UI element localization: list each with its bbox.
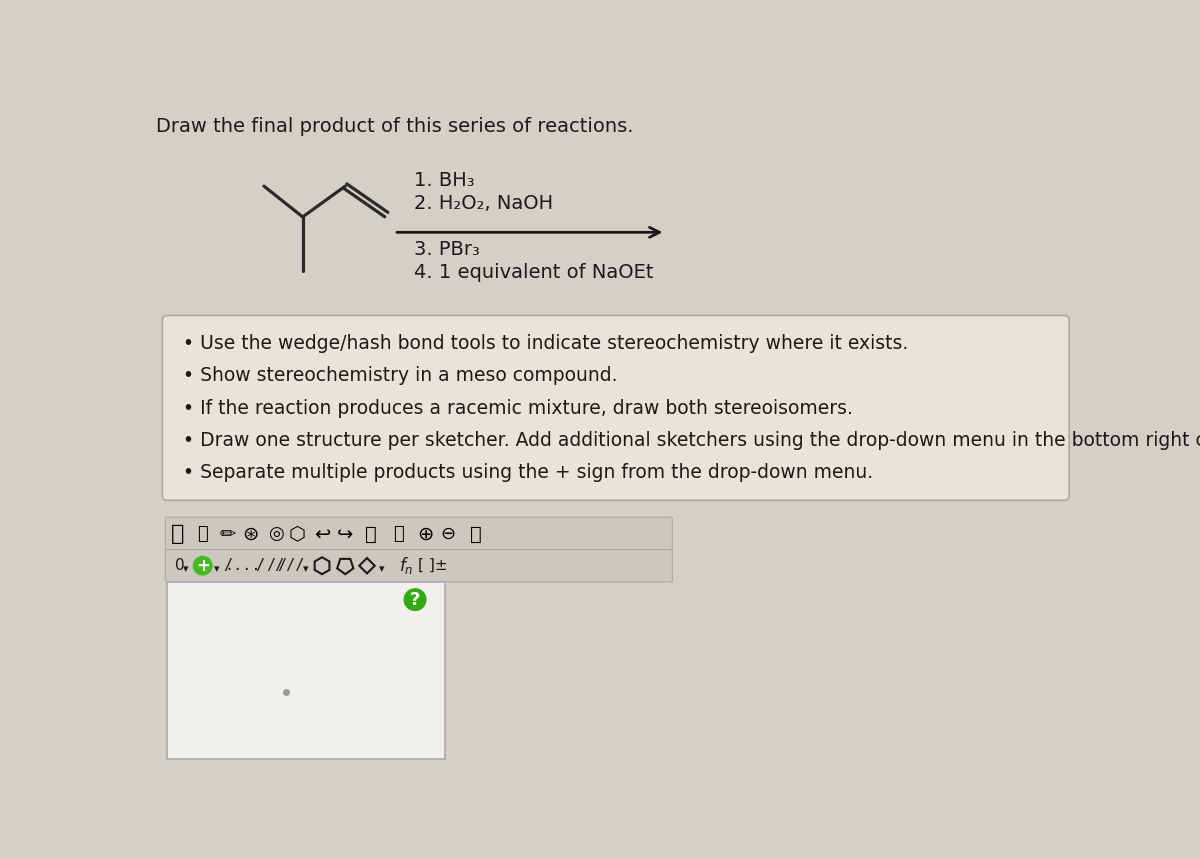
FancyBboxPatch shape	[166, 550, 672, 582]
Text: ?: ?	[410, 590, 420, 608]
Text: Draw the final product of this series of reactions.: Draw the final product of this series of…	[156, 117, 634, 136]
Text: //: //	[266, 559, 284, 573]
Text: ⊖: ⊖	[440, 525, 456, 543]
Text: 1. BH₃: 1. BH₃	[414, 171, 474, 190]
Text: ↪: ↪	[337, 524, 354, 544]
FancyBboxPatch shape	[167, 582, 444, 759]
Text: [ ]±: [ ]±	[418, 559, 448, 573]
FancyBboxPatch shape	[162, 316, 1069, 500]
Circle shape	[193, 557, 212, 575]
Text: 📰: 📰	[392, 525, 403, 543]
Text: $f_n$: $f_n$	[398, 555, 413, 577]
Text: 3. PBr₃: 3. PBr₃	[414, 240, 479, 259]
Text: 2. H₂O₂, NaOH: 2. H₂O₂, NaOH	[414, 194, 553, 213]
Text: ⬡: ⬡	[289, 524, 306, 544]
Text: ↩: ↩	[314, 524, 330, 544]
Text: ....: ....	[224, 559, 262, 573]
Text: +: +	[196, 557, 210, 575]
Text: ✏: ✏	[220, 524, 235, 544]
Text: 📋: 📋	[365, 524, 377, 544]
Text: 🖐: 🖐	[170, 524, 184, 544]
Text: ◎: ◎	[268, 525, 283, 543]
Text: /: /	[256, 559, 265, 573]
Text: • Show stereochemistry in a meso compound.: • Show stereochemistry in a meso compoun…	[182, 366, 617, 385]
Text: 0: 0	[175, 559, 185, 573]
Text: • Separate multiple products using the + sign from the drop-down menu.: • Separate multiple products using the +…	[182, 463, 872, 482]
Text: ▾: ▾	[182, 565, 188, 575]
Text: • If the reaction produces a racemic mixture, draw both stereoisomers.: • If the reaction produces a racemic mix…	[182, 399, 852, 418]
Text: 📄: 📄	[197, 525, 208, 543]
Text: • Draw one structure per sketcher. Add additional sketchers using the drop-down : • Draw one structure per sketcher. Add a…	[182, 431, 1200, 450]
Text: ▾: ▾	[302, 565, 308, 575]
Circle shape	[404, 589, 426, 610]
Text: ▾: ▾	[214, 565, 220, 575]
Text: ///: ///	[277, 559, 305, 573]
Text: • Use the wedge/hash bond tools to indicate stereochemistry where it exists.: • Use the wedge/hash bond tools to indic…	[182, 334, 908, 353]
Text: ⊛: ⊛	[242, 524, 259, 544]
Text: /: /	[223, 559, 232, 573]
FancyBboxPatch shape	[166, 517, 672, 551]
Text: ▾: ▾	[379, 565, 385, 575]
Text: 🎨: 🎨	[469, 524, 481, 544]
Text: 4. 1 equivalent of NaOEt: 4. 1 equivalent of NaOEt	[414, 263, 653, 282]
Text: ⊕: ⊕	[416, 524, 433, 544]
